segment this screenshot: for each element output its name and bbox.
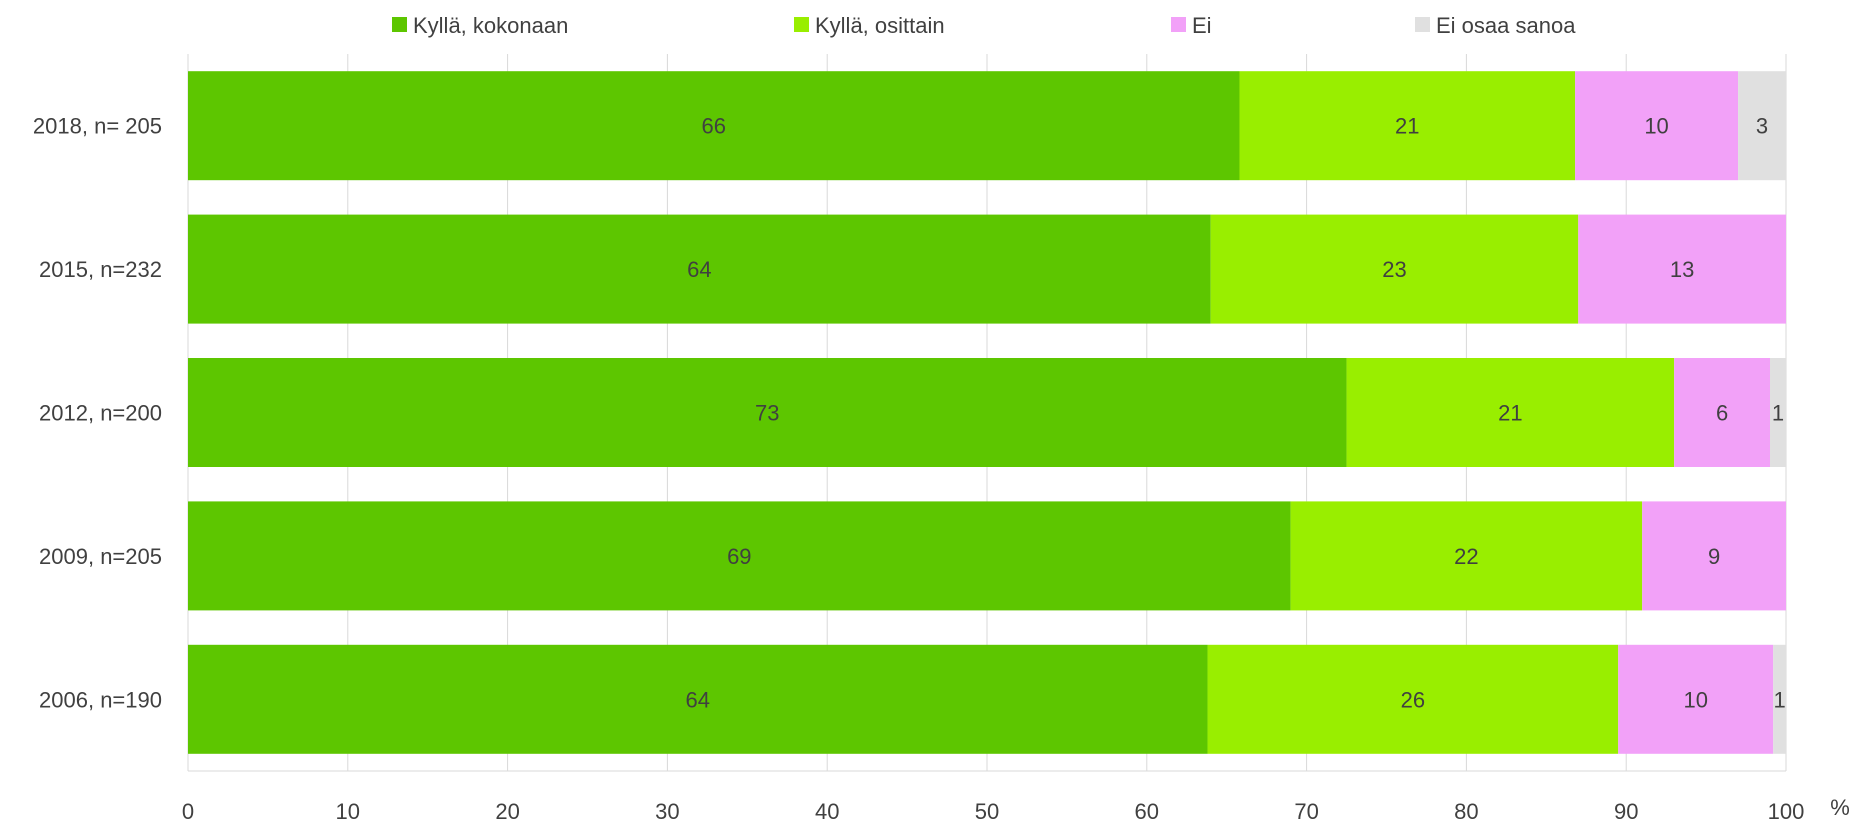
x-unit-label: %: [1830, 795, 1850, 820]
x-tick-label: 50: [975, 799, 999, 824]
legend-swatch: [794, 17, 809, 32]
data-labels: 66 21 10 3 64 23 13 73 21 6 1 69 22 9 64 26 10 1: [686, 114, 1786, 713]
data-label: 64: [687, 257, 711, 282]
data-label: 1: [1772, 401, 1784, 426]
data-label: 6: [1716, 401, 1728, 426]
bar-segment: [188, 214, 1211, 324]
category-label: 2009, n=205: [39, 544, 162, 569]
bar-segment: [1770, 358, 1786, 467]
data-label: 64: [686, 687, 710, 712]
bar-segment: [1346, 358, 1675, 467]
data-label: 66: [701, 114, 725, 139]
bars: [188, 71, 1786, 754]
bar-segment: [188, 358, 1347, 467]
data-label: 26: [1401, 687, 1425, 712]
bar-segment: [188, 501, 1291, 611]
bar-segment: [1642, 501, 1786, 611]
x-tick-label: 60: [1135, 799, 1159, 824]
x-tick-label: 100: [1768, 799, 1805, 824]
data-label: 10: [1644, 114, 1668, 139]
bar-segment: [1738, 71, 1786, 181]
legend-label: Ei: [1192, 13, 1212, 38]
data-label: 21: [1498, 401, 1522, 426]
category-label: 2012, n=200: [39, 401, 162, 426]
legend-swatch: [1415, 17, 1430, 32]
data-label: 73: [755, 401, 779, 426]
x-tick-label: 70: [1294, 799, 1318, 824]
bar-segment: [1773, 644, 1786, 754]
data-label: 69: [727, 544, 751, 569]
x-tick-label: 90: [1614, 799, 1638, 824]
data-label: 13: [1670, 257, 1694, 282]
data-label: 9: [1708, 544, 1720, 569]
x-tick-label: 0: [182, 799, 194, 824]
bar-segment: [188, 644, 1208, 754]
legend: Kyllä, kokonaan Kyllä, osittain Ei Ei osaa …: [392, 13, 1576, 38]
legend-swatch: [1171, 17, 1186, 32]
data-label: 1: [1773, 687, 1785, 712]
data-label: 22: [1454, 544, 1478, 569]
x-tick-label: 20: [495, 799, 519, 824]
data-label: 3: [1756, 114, 1768, 139]
legend-label: Kyllä, kokonaan: [413, 13, 568, 38]
data-label: 23: [1382, 257, 1406, 282]
x-tick-label: 30: [655, 799, 679, 824]
bar-segment: [1207, 644, 1619, 754]
bar-segment: [1210, 214, 1579, 324]
category-label: 2006, n=190: [39, 687, 162, 712]
legend-label: Kyllä, osittain: [815, 13, 945, 38]
bar-segment: [1674, 358, 1771, 467]
bar-segment: [1290, 501, 1643, 611]
data-label: 10: [1683, 687, 1707, 712]
legend-label: Ei osaa sanoa: [1436, 13, 1576, 38]
bar-segment: [1618, 644, 1774, 754]
category-label: 2018, n= 205: [33, 114, 162, 139]
x-tick-label: 40: [815, 799, 839, 824]
axes: 0 10 20 30 40 50 60 70 80 90 100 % 2018, n= 205 2015,…: [33, 114, 1850, 824]
bar-segment: [188, 71, 1240, 181]
legend-swatch: [392, 17, 407, 32]
category-label: 2015, n=232: [39, 257, 162, 282]
data-label: 21: [1395, 114, 1419, 139]
bar-segment: [1578, 214, 1786, 324]
x-tick-label: 10: [336, 799, 360, 824]
x-tick-label: 80: [1454, 799, 1478, 824]
bar-segment: [1575, 71, 1739, 181]
bar-segment: [1239, 71, 1576, 181]
